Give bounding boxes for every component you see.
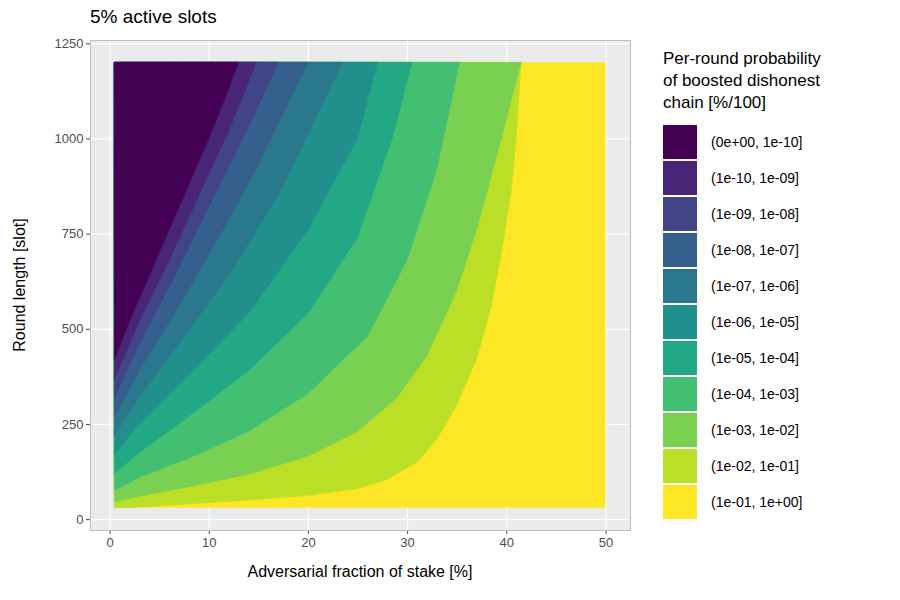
- html-text:(1e-07, 1e-06]: (1e-07, 1e-06]: [711, 278, 799, 294]
- html-text:(1e-06, 1e-05]: (1e-06, 1e-05]: [711, 314, 799, 330]
- html-text:(0e+00, 1e-10]: (0e+00, 1e-10]: [711, 134, 803, 150]
- html-text:(1e-08, 1e-07]: (1e-08, 1e-07]: [711, 242, 799, 258]
- svg-text:10: 10: [202, 535, 216, 550]
- svg-text:50: 50: [599, 535, 613, 550]
- svg-text:250: 250: [62, 417, 84, 432]
- html-text:(1e-09, 1e-08]: (1e-09, 1e-08]: [711, 206, 799, 222]
- html-text:5% active slots: 5% active slots: [90, 6, 217, 27]
- html-text:Round length [slot]: Round length [slot]: [11, 218, 28, 352]
- svg-text:750: 750: [62, 226, 84, 241]
- svg-text:500: 500: [62, 321, 84, 336]
- html-text:(1e-05, 1e-04]: (1e-05, 1e-04]: [711, 350, 799, 366]
- html-text:Adversarial fraction of stake: Adversarial fraction of stake [%]: [247, 563, 473, 580]
- html-text:(1e-01, 1e+00]: (1e-01, 1e+00]: [711, 494, 803, 510]
- svg-text:20: 20: [301, 535, 315, 550]
- svg-text:0: 0: [106, 535, 113, 550]
- svg-text:30: 30: [400, 535, 414, 550]
- svg-text:40: 40: [500, 535, 514, 550]
- html-text:(1e-04, 1e-03]: (1e-04, 1e-03]: [711, 386, 799, 402]
- html-text:Per-round probability of boost: Per-round probability of boosted dishone…: [663, 49, 821, 112]
- html-text:(1e-02, 1e-01]: (1e-02, 1e-01]: [711, 458, 799, 474]
- html-text:(1e-10, 1e-09]: (1e-10, 1e-09]: [711, 170, 799, 186]
- svg-text:0: 0: [76, 512, 83, 527]
- svg-text:1250: 1250: [55, 36, 84, 51]
- html-text:(1e-03, 1e-02]: (1e-03, 1e-02]: [711, 422, 799, 438]
- svg-text:1000: 1000: [55, 131, 84, 146]
